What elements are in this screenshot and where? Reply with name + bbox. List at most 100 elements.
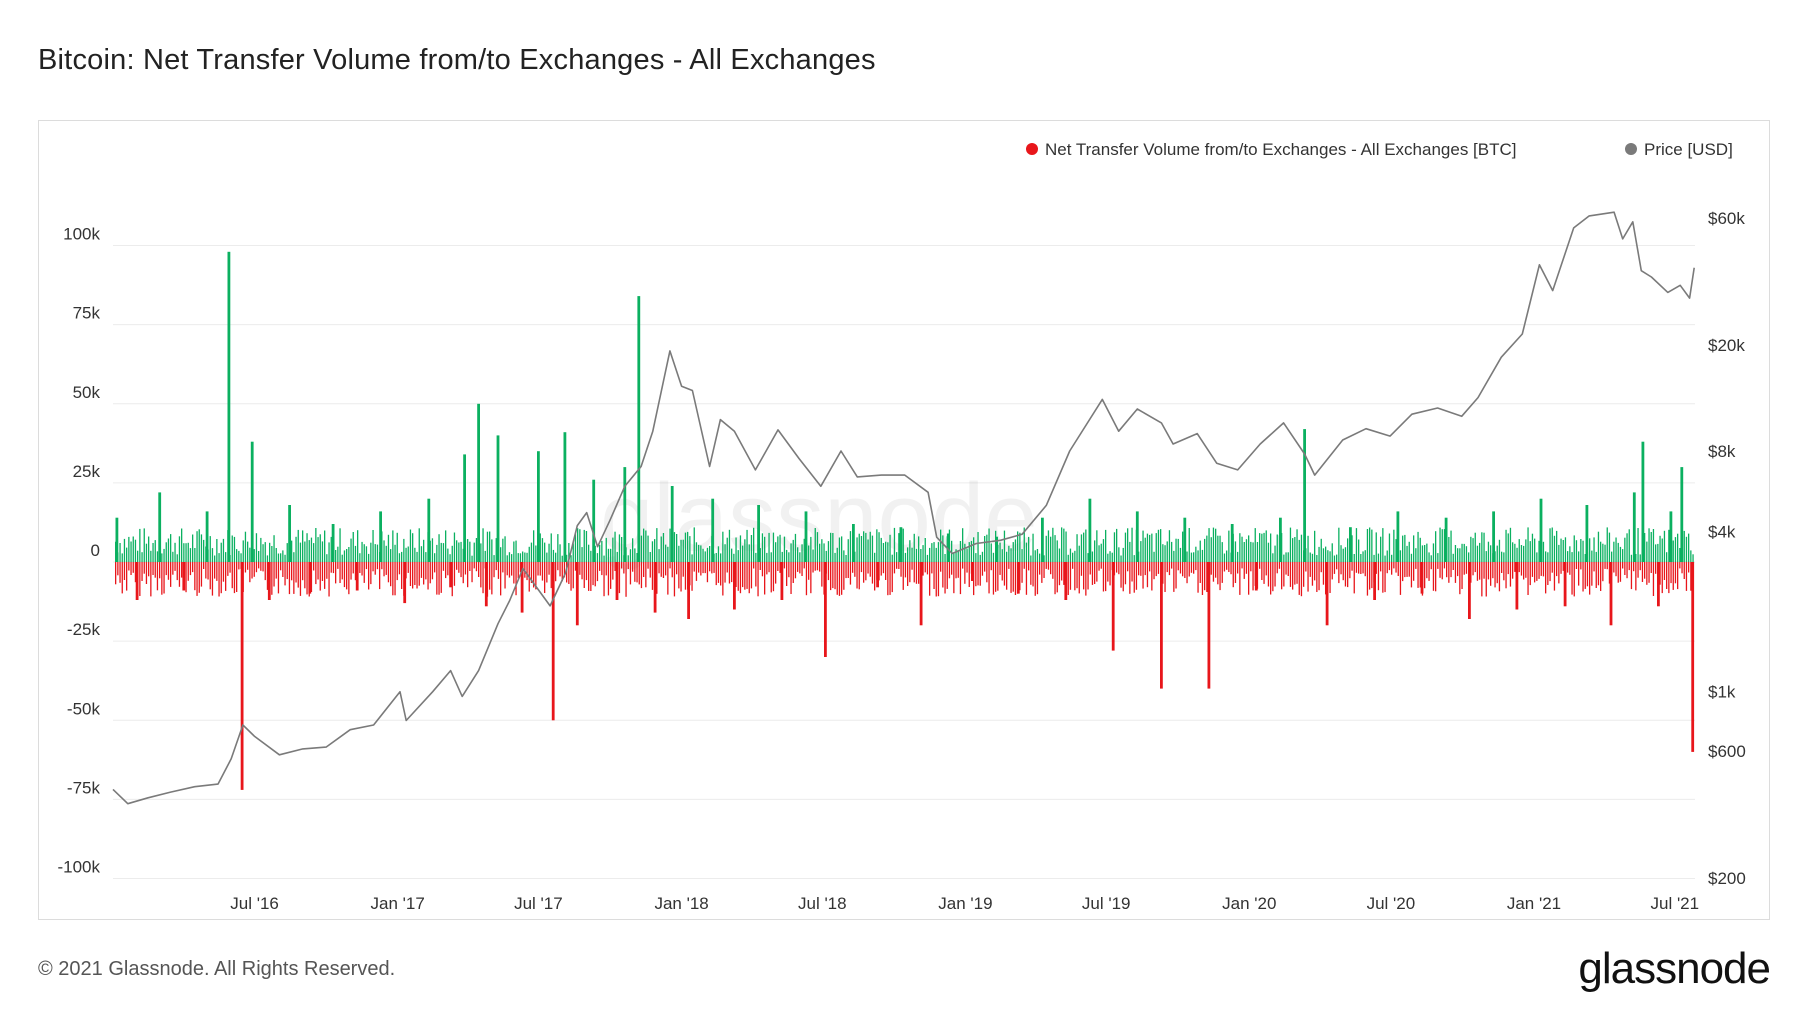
bar <box>379 511 382 562</box>
bar-texture <box>341 554 343 562</box>
bar-texture <box>445 530 447 562</box>
bar-texture <box>1270 533 1272 562</box>
bar-texture <box>1142 562 1144 589</box>
bar-texture <box>398 562 401 575</box>
bar-texture <box>990 562 992 571</box>
bar-texture <box>119 562 121 583</box>
bar-texture <box>594 545 596 562</box>
bar-texture <box>370 542 372 562</box>
bar-texture <box>979 562 981 586</box>
bar-texture <box>1118 562 1120 575</box>
bar-texture <box>1140 562 1142 576</box>
bar-texture <box>922 545 924 562</box>
bar-texture <box>871 535 874 562</box>
bar-texture <box>1265 562 1267 576</box>
bar-texture <box>1100 543 1102 562</box>
y-left-tick-label: 100k <box>63 225 100 244</box>
bar-texture <box>478 562 480 577</box>
bar-texture <box>768 562 770 573</box>
bar-texture <box>145 543 148 562</box>
bar-texture <box>805 562 808 596</box>
bar-texture <box>1397 541 1399 562</box>
bar-texture <box>1692 562 1694 582</box>
bar-texture <box>827 562 830 581</box>
bar-texture <box>1217 535 1219 562</box>
bar-texture <box>214 555 216 562</box>
bar-texture <box>506 555 508 562</box>
bar-texture <box>1217 562 1219 585</box>
bar-texture <box>141 562 143 581</box>
bar-texture <box>1336 562 1338 570</box>
bar <box>1303 429 1306 562</box>
bar-texture <box>1034 550 1036 562</box>
bar-texture <box>909 562 911 583</box>
bar-texture <box>755 552 757 562</box>
bar-texture <box>203 562 205 569</box>
bar-texture <box>557 534 559 562</box>
bar-texture <box>832 533 834 562</box>
bar-texture <box>929 562 931 596</box>
bar-texture <box>691 562 693 591</box>
bar-texture <box>1201 562 1204 595</box>
bar-texture <box>896 552 898 562</box>
bar-texture <box>264 562 266 581</box>
bar-texture <box>315 562 317 585</box>
bar-texture <box>1551 527 1553 562</box>
bar-texture <box>867 539 869 562</box>
bar-texture <box>253 562 255 577</box>
bar-texture <box>1179 562 1182 574</box>
bar-texture <box>550 562 552 589</box>
bar-texture <box>1285 552 1287 562</box>
bar-texture <box>1582 540 1584 562</box>
bar-texture <box>568 543 570 562</box>
bar-texture <box>425 552 427 562</box>
bar-texture <box>381 531 383 562</box>
bar-texture <box>1329 551 1331 562</box>
bar-texture <box>1256 542 1259 562</box>
bar-texture <box>832 562 834 589</box>
bar-texture <box>1327 562 1329 577</box>
bar-texture <box>1336 554 1338 562</box>
bar <box>135 562 139 600</box>
bar-texture <box>251 553 253 562</box>
bar-texture <box>579 562 581 575</box>
bar-texture <box>464 539 467 562</box>
bar-texture <box>610 562 612 589</box>
bar-texture <box>984 562 986 572</box>
bar-texture <box>984 536 986 562</box>
bar-texture <box>847 562 849 578</box>
bar-texture <box>181 528 183 562</box>
bar-texture <box>412 533 414 562</box>
bar-texture <box>1639 554 1641 562</box>
bar-texture <box>1421 562 1424 596</box>
bar-texture <box>495 562 497 571</box>
bar-texture <box>605 537 607 562</box>
bar-texture <box>1439 562 1441 578</box>
bar-texture <box>1641 528 1644 562</box>
bar-texture <box>902 562 904 590</box>
bar-texture <box>1496 545 1498 562</box>
bar-texture <box>885 541 887 562</box>
bar-texture <box>1333 555 1336 562</box>
bar-texture <box>359 553 361 562</box>
bar-texture <box>1362 562 1364 574</box>
bar-texture <box>858 533 860 562</box>
bar-texture <box>348 547 350 562</box>
bar-texture <box>403 538 405 562</box>
bar-texture <box>1003 562 1006 586</box>
bar-texture <box>757 562 759 597</box>
bar-texture <box>1562 562 1564 571</box>
bar-texture <box>970 540 973 562</box>
bar-texture <box>1173 550 1175 562</box>
bar-texture <box>1065 531 1067 562</box>
bar-texture <box>794 533 797 562</box>
bar-texture <box>1239 562 1241 595</box>
bar <box>1111 562 1115 651</box>
bar-texture <box>405 562 407 579</box>
bar-texture <box>396 562 398 581</box>
bar-texture <box>1483 532 1485 562</box>
bar-texture <box>310 562 313 592</box>
bar-texture <box>1668 529 1670 562</box>
bar-texture <box>612 562 614 580</box>
bar-texture <box>220 542 222 562</box>
